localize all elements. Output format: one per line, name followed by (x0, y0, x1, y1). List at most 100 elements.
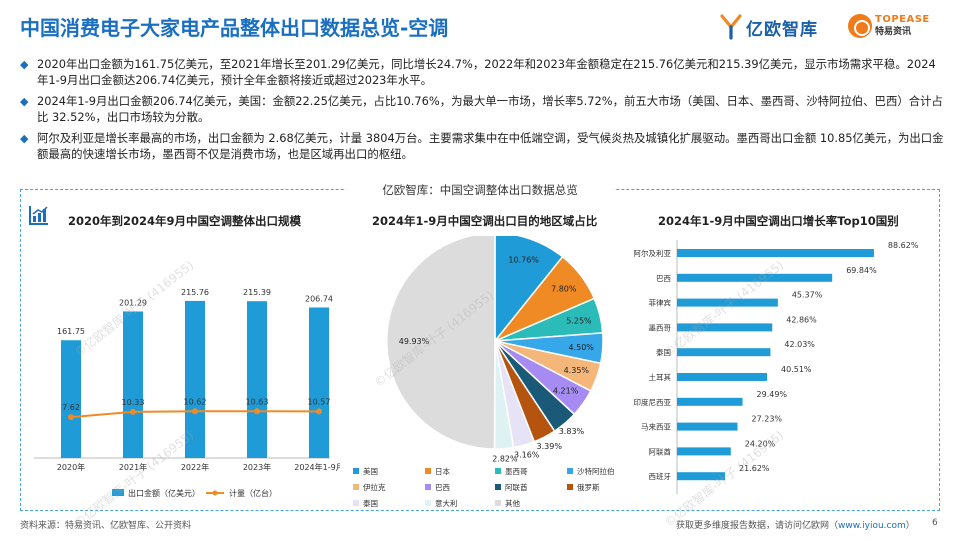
growth-bar (677, 273, 833, 282)
pie-value-label: 2.82% (492, 455, 518, 464)
growth-bar (677, 472, 726, 481)
bullet-item: ◆ 2020年出口金额为161.75亿美元，至2021年增长至201.29亿美元… (20, 57, 945, 88)
y-tick-label: 巴西 (656, 274, 671, 283)
pie-legend-label: 日本 (435, 466, 450, 476)
pie-legend-swatch (353, 500, 359, 506)
growth-value-label: 45.37% (792, 291, 823, 300)
pie-value-label: 3.83% (559, 427, 585, 436)
pie-legend-label: 沙特阿拉伯 (577, 466, 615, 476)
chart3-title: 2024年1-9月中国空调出口增长率Top10国别 (658, 214, 899, 228)
bar-chart-icon (29, 206, 48, 225)
diamond-icon: ◆ (20, 132, 29, 145)
frame-title: 亿欧智库：中国空调整体出口数据总览 (346, 182, 614, 198)
line-value-label: 10.62 (184, 397, 207, 406)
x-tick-label: 2020年 (57, 462, 85, 472)
x-tick-label: 2024年1-9月 (294, 462, 340, 472)
bar-value-label: 215.39 (243, 288, 271, 297)
growth-bar (677, 298, 778, 307)
x-tick-label: 2021年 (119, 462, 147, 472)
growth-bar (677, 249, 874, 257)
bullet-item: ◆ 阿尔及利亚是增长率最高的市场，出口金额为 2.68亿美元，计量 3804万台… (20, 131, 945, 162)
growth-value-label: 29.49% (757, 390, 788, 399)
growth-bar (677, 348, 771, 357)
pie-legend-swatch (495, 484, 501, 490)
legend-swatch-bar (112, 489, 124, 496)
bar-value-label: 215.76 (181, 288, 209, 297)
growth-value-label: 27.23% (752, 415, 783, 424)
yiou-logo-icon (720, 14, 742, 40)
diamond-icon: ◆ (20, 95, 29, 108)
pie-legend-swatch (495, 500, 501, 506)
page-number: 6 (932, 518, 938, 528)
pie-value-label: 4.50% (568, 343, 594, 352)
growth-value-label: 24.20% (745, 439, 776, 448)
growth-bar (677, 422, 738, 431)
growth-bar (677, 447, 731, 456)
growth-value-label: 69.84% (846, 266, 877, 275)
bullet-item: ◆ 2024年1-9月出口金额206.74亿美元，美国：金额22.25亿美元，占… (20, 94, 945, 125)
iyiou-link[interactable]: www.iyiou.com (838, 521, 906, 531)
quantity-point (254, 408, 260, 415)
pie-legend-swatch (353, 484, 359, 490)
pie-legend-label: 墨西哥 (505, 467, 528, 476)
pie-value-label: 3.39% (537, 442, 563, 451)
y-tick-label: 西班牙 (649, 471, 672, 481)
pie-legend-swatch (567, 484, 573, 490)
quantity-point (68, 414, 74, 421)
growth-bar (677, 397, 743, 406)
more-info-suffix: ） (905, 521, 915, 531)
export-value-bar (309, 307, 329, 458)
pie-slice (494, 236, 564, 344)
y-tick-label: 菲律宾 (649, 298, 672, 308)
y-tick-label: 阿联酋 (649, 446, 672, 456)
pie-legend-swatch (425, 484, 431, 490)
pie-legend-label: 阿联酋 (505, 482, 528, 492)
pie-legend-swatch (567, 468, 573, 474)
growth-value-label: 42.03% (784, 340, 815, 349)
pie-legend-swatch (425, 468, 431, 474)
y-tick-label: 马来西亚 (641, 423, 671, 432)
topease-logo-cn: 特易资讯 (875, 27, 912, 37)
bullet-text: 2020年出口金额为161.75亿美元，至2021年增长至201.29亿美元，同… (37, 57, 936, 87)
legend-swatch-dot (212, 490, 218, 496)
pie-value-label: 4.21% (553, 387, 579, 396)
pie-slice (386, 236, 496, 450)
x-tick-label: 2022年 (181, 462, 209, 472)
chart1-title: 2020年到2024年9月中国空调整体出口规模 (68, 214, 302, 228)
export-value-bar (185, 300, 205, 458)
bar-value-label: 161.75 (57, 327, 85, 336)
y-tick-label: 印度尼西亚 (634, 397, 672, 407)
topease-logo-icon (848, 14, 872, 38)
pie-value-label: 4.35% (564, 366, 590, 375)
growth-value-label: 42.86% (786, 315, 817, 324)
legend-label-bar: 出口金额（亿美元） (128, 488, 200, 498)
y-tick-label: 泰国 (656, 347, 671, 357)
growth-value-label: 21.62% (739, 464, 770, 473)
y-tick-label: 阿尔及利亚 (634, 248, 672, 258)
quantity-point (130, 408, 136, 415)
pie-legend-label: 其他 (505, 498, 520, 508)
line-value-label: 10.63 (246, 397, 269, 406)
legend-label-line: 计量（亿台） (229, 488, 277, 498)
growth-bar (677, 373, 768, 381)
pie-legend-swatch (495, 468, 501, 474)
pie-legend-label: 伊拉克 (363, 482, 386, 492)
y-tick-label: 土耳其 (649, 372, 672, 382)
quantity-point (192, 408, 198, 415)
export-value-bar (61, 340, 81, 458)
growth-value-label: 88.62% (888, 241, 919, 250)
chart2-title: 2024年1-9月中国空调出口目的地区域占比 (372, 214, 598, 228)
export-scale-chart: 161.75 2020年 201.29 2021年 215.76 2022年 215.39 2… (34, 288, 340, 498)
diamond-icon: ◆ (20, 58, 29, 71)
pie-legend-label: 意大利 (435, 498, 458, 508)
export-value-bar (123, 311, 143, 458)
line-value-label: 7.62 (62, 403, 80, 412)
line-value-label: 10.33 (122, 398, 145, 407)
destination-share-pie: 10.76% 7.80% 5.25% 4.50% 4.35% 4.21% 3.83% 3.39… (353, 236, 615, 508)
pie-legend-swatch (353, 468, 359, 474)
bullet-text: 阿尔及利亚是增长率最高的市场，出口金额为 2.68亿美元，计量 3804万台。主… (37, 131, 944, 161)
pie-legend-label: 巴西 (435, 483, 450, 492)
page-title: 中国消费电子大家电产品整体出口数据总览-空调 (20, 16, 449, 40)
pie-legend-swatch (425, 500, 431, 506)
pie-legend-label: 美国 (363, 466, 378, 476)
